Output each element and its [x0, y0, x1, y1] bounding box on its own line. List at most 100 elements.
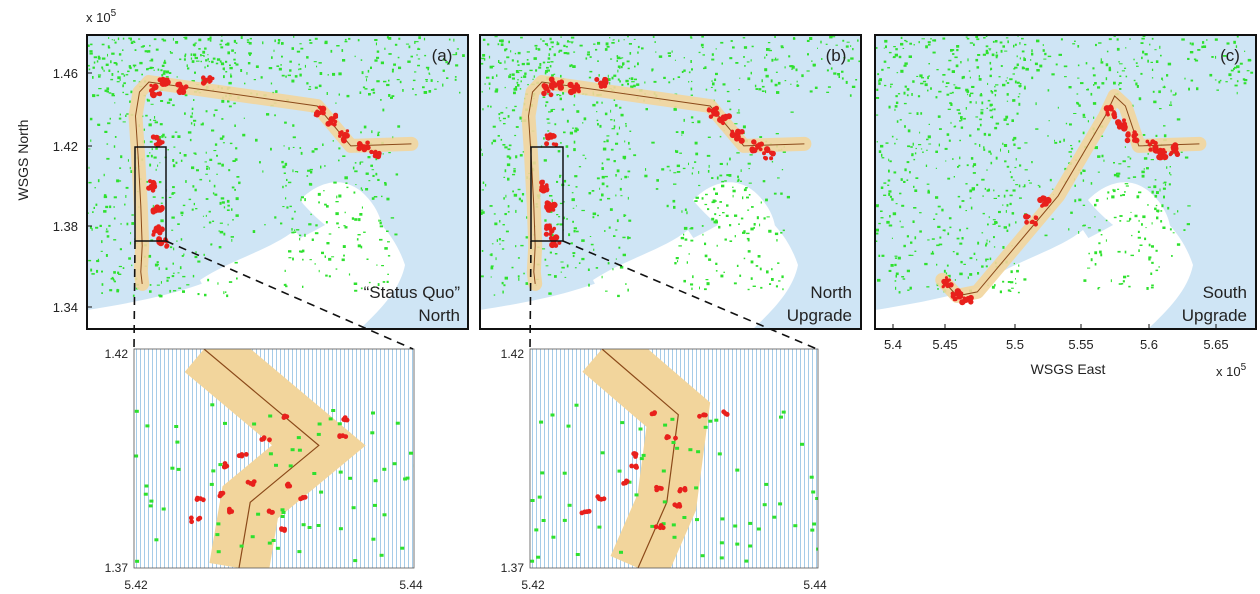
- vegetation-speck: [708, 164, 710, 168]
- vegetation-speck: [1124, 250, 1127, 254]
- vegetation-speck: [207, 38, 210, 41]
- vegetation-speck: [690, 60, 692, 63]
- hit-point: [332, 122, 337, 127]
- vegetation-speck: [931, 238, 935, 240]
- vegetation-speck: [158, 267, 160, 271]
- vegetation-speck: [883, 182, 887, 184]
- vegetation-speck: [556, 41, 558, 43]
- vegetation-speck: [308, 182, 312, 186]
- vegetation-speck: [1016, 63, 1019, 66]
- vegetation-speck: [682, 167, 686, 170]
- vegetation-speck: [747, 77, 751, 81]
- vegetation-speck: [1074, 184, 1076, 187]
- vegetation-speck: [567, 184, 570, 186]
- hit-point: [1033, 215, 1039, 221]
- vegetation-speck: [189, 138, 192, 142]
- vegetation-speck: [777, 81, 781, 85]
- vegetation-speck: [523, 272, 525, 275]
- vegetation-speck: [747, 239, 750, 242]
- vegetation-speck: [418, 36, 421, 40]
- vegetation-speck: [1003, 144, 1008, 147]
- vegetation-speck: [504, 60, 506, 64]
- vegetation-speck: [160, 281, 162, 284]
- vegetation-speck: [1160, 210, 1163, 212]
- vegetation-speck: [1234, 66, 1237, 69]
- vegetation-speck: [103, 194, 107, 196]
- vegetation-speck: [724, 238, 727, 241]
- vegetation-speck: [712, 199, 716, 203]
- vegetation-speck: [122, 267, 125, 269]
- vegetation-speck: [213, 150, 217, 152]
- hit-point: [373, 149, 378, 155]
- vegetation-speck: [726, 204, 729, 207]
- vegetation-speck: [299, 68, 302, 70]
- vegetation-speck: [233, 58, 236, 61]
- vegetation-speck: [616, 132, 619, 136]
- vegetation-speck: [769, 283, 772, 285]
- hit-point: [151, 183, 158, 190]
- x-tick-5-55: 5.55: [1068, 337, 1093, 352]
- vegetation-speck: [398, 37, 401, 40]
- vegetation-speck: [165, 267, 168, 270]
- vegetation-speck: [972, 165, 974, 168]
- vegetation-speck: [626, 60, 630, 63]
- vegetation-speck: [809, 475, 814, 479]
- vegetation-speck: [688, 81, 690, 83]
- vegetation-speck: [193, 99, 195, 101]
- vegetation-speck: [101, 292, 103, 294]
- vegetation-speck: [160, 202, 163, 204]
- vegetation-speck: [877, 278, 881, 282]
- vegetation-speck: [1047, 135, 1049, 137]
- vegetation-speck: [297, 550, 302, 554]
- vegetation-speck: [554, 123, 557, 126]
- vegetation-speck: [571, 192, 574, 194]
- vegetation-speck: [939, 236, 942, 239]
- vegetation-speck: [1016, 81, 1020, 84]
- vegetation-speck: [132, 294, 135, 297]
- hit-point: [251, 479, 257, 484]
- vegetation-speck: [1074, 199, 1077, 203]
- vegetation-speck: [202, 122, 204, 125]
- inset-a-y-tick-bottom: 1.37: [105, 561, 129, 575]
- vegetation-speck: [1002, 246, 1005, 249]
- vegetation-speck: [995, 51, 998, 54]
- vegetation-speck: [365, 76, 369, 78]
- hit-point: [151, 232, 156, 237]
- vegetation-speck: [743, 188, 747, 192]
- vegetation-speck: [344, 38, 347, 41]
- vegetation-speck: [1176, 243, 1181, 246]
- vegetation-speck: [719, 174, 723, 177]
- vegetation-speck: [314, 232, 319, 235]
- vegetation-speck: [1130, 211, 1132, 213]
- vegetation-speck: [179, 266, 182, 270]
- vegetation-speck: [306, 56, 309, 59]
- vegetation-speck: [1189, 42, 1191, 45]
- vegetation-speck: [150, 58, 154, 62]
- vegetation-speck: [1093, 116, 1095, 119]
- vegetation-speck: [292, 124, 295, 127]
- vegetation-speck: [294, 75, 298, 78]
- vegetation-speck: [954, 279, 956, 281]
- vegetation-speck: [306, 82, 309, 85]
- vegetation-speck: [714, 418, 719, 422]
- vegetation-speck: [231, 186, 235, 189]
- vegetation-speck: [198, 38, 202, 42]
- vegetation-speck: [170, 466, 175, 470]
- vegetation-speck: [324, 203, 327, 206]
- vegetation-speck: [699, 286, 700, 290]
- vegetation-speck: [1013, 143, 1016, 146]
- vegetation-speck: [95, 203, 98, 206]
- vegetation-speck: [954, 86, 958, 89]
- vegetation-speck: [991, 285, 995, 289]
- vegetation-speck: [910, 241, 913, 244]
- vegetation-speck: [611, 42, 615, 44]
- vegetation-speck: [222, 135, 225, 138]
- hit-point: [302, 494, 308, 500]
- vegetation-speck: [765, 198, 768, 202]
- vegetation-speck: [1124, 183, 1129, 185]
- vegetation-speck: [775, 71, 778, 73]
- vegetation-speck: [504, 86, 506, 89]
- vegetation-speck: [596, 111, 598, 113]
- vegetation-speck: [1013, 136, 1017, 140]
- vegetation-speck: [705, 88, 708, 91]
